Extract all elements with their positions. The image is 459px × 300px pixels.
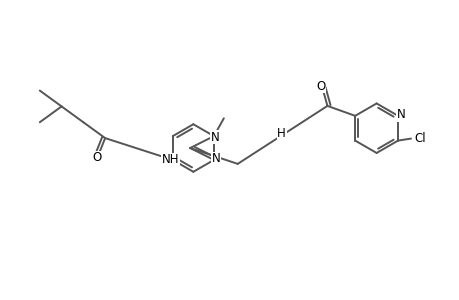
Text: O: O [92, 152, 101, 164]
Text: O: O [315, 80, 325, 93]
Text: N: N [396, 108, 404, 121]
Text: Cl: Cl [413, 132, 425, 145]
Text: H: H [277, 128, 285, 140]
Text: N: N [211, 152, 220, 165]
Text: N: N [210, 130, 219, 144]
Text: NH: NH [162, 153, 179, 167]
